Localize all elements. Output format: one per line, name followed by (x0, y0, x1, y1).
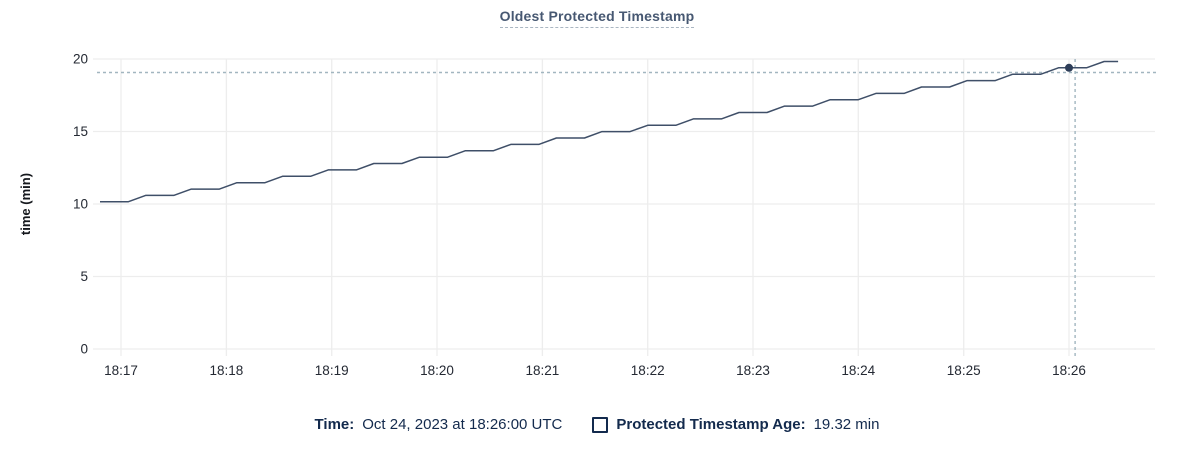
legend-series-label: Protected Timestamp Age: (616, 416, 806, 433)
x-tick-label: 18:17 (104, 363, 138, 378)
x-tick-label: 18:25 (947, 363, 981, 378)
x-tick-label: 18:20 (420, 363, 454, 378)
chart-canvas[interactable]: 0 5 10 15 20 18:17 18:18 18:19 18:20 18:21 18:22 18… (0, 40, 1194, 412)
x-tick-label: 18:22 (631, 363, 665, 378)
x-tick-label: 18:26 (1052, 363, 1086, 378)
y-axis-title: time (min) (18, 173, 33, 235)
y-tick-label: 0 (80, 342, 88, 357)
y-tick-label: 5 (80, 269, 88, 284)
hover-point-marker (1065, 63, 1073, 72)
x-tick-label: 18:21 (526, 363, 560, 378)
series-line (100, 60, 1119, 203)
legend-time-label: Time: (314, 416, 355, 433)
legend-time-value: Oct 24, 2023 at 18:26:00 UTC (362, 416, 563, 433)
legend-series-checkbox[interactable] (592, 416, 609, 433)
legend-series-toggle[interactable]: Protected Timestamp Age: 19.32 min (592, 416, 879, 433)
y-tick-label: 20 (73, 52, 88, 67)
x-tick-label: 18:24 (841, 363, 875, 378)
chart-header: Oldest Protected Timestamp (0, 8, 1194, 28)
x-tick-label: 18:18 (210, 363, 244, 378)
y-tick-label: 10 (73, 197, 88, 212)
chart-legend: Time: Oct 24, 2023 at 18:26:00 UTC Prote… (0, 416, 1194, 433)
legend-time: Time: Oct 24, 2023 at 18:26:00 UTC (315, 416, 563, 433)
crosshair-layer (97, 59, 1158, 356)
grid-layer: 0 5 10 15 20 18:17 18:18 18:19 18:20 18:21 18:22 18… (73, 52, 1155, 378)
x-tick-label: 18:19 (315, 363, 349, 378)
x-tick-label: 18:23 (736, 363, 770, 378)
series-layer (100, 60, 1119, 203)
legend-series-value: 19.32 min (813, 416, 880, 433)
chart-title[interactable]: Oldest Protected Timestamp (499, 8, 695, 28)
y-tick-label: 15 (73, 124, 88, 139)
